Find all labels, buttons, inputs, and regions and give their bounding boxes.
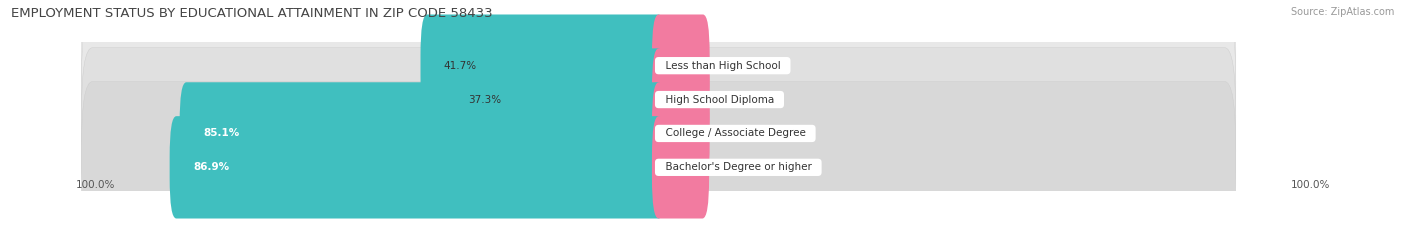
FancyBboxPatch shape: [82, 48, 1236, 219]
FancyBboxPatch shape: [420, 14, 665, 117]
Text: Source: ZipAtlas.com: Source: ZipAtlas.com: [1291, 7, 1395, 17]
FancyBboxPatch shape: [82, 82, 1236, 233]
Text: EMPLOYMENT STATUS BY EDUCATIONAL ATTAINMENT IN ZIP CODE 58433: EMPLOYMENT STATUS BY EDUCATIONAL ATTAINM…: [11, 7, 494, 20]
Text: 37.3%: 37.3%: [468, 95, 502, 105]
FancyBboxPatch shape: [652, 116, 709, 219]
FancyBboxPatch shape: [180, 82, 665, 185]
Text: 100.0%: 100.0%: [1291, 180, 1330, 190]
Text: 0.0%: 0.0%: [714, 128, 741, 138]
Text: 7.9%: 7.9%: [714, 162, 740, 172]
FancyBboxPatch shape: [170, 116, 665, 219]
Text: 86.9%: 86.9%: [193, 162, 229, 172]
Text: Less than High School: Less than High School: [658, 61, 787, 71]
Text: 41.7%: 41.7%: [444, 61, 477, 71]
Text: High School Diploma: High School Diploma: [658, 95, 780, 105]
FancyBboxPatch shape: [652, 82, 710, 185]
FancyBboxPatch shape: [82, 14, 1236, 185]
Text: 85.1%: 85.1%: [202, 128, 239, 138]
Text: 100.0%: 100.0%: [76, 180, 115, 190]
FancyBboxPatch shape: [82, 0, 1236, 151]
FancyBboxPatch shape: [444, 48, 665, 151]
Text: 0.0%: 0.0%: [714, 95, 741, 105]
Text: Bachelor's Degree or higher: Bachelor's Degree or higher: [658, 162, 818, 172]
Text: 0.0%: 0.0%: [714, 61, 741, 71]
FancyBboxPatch shape: [652, 14, 710, 117]
Text: College / Associate Degree: College / Associate Degree: [658, 128, 813, 138]
FancyBboxPatch shape: [652, 48, 710, 151]
